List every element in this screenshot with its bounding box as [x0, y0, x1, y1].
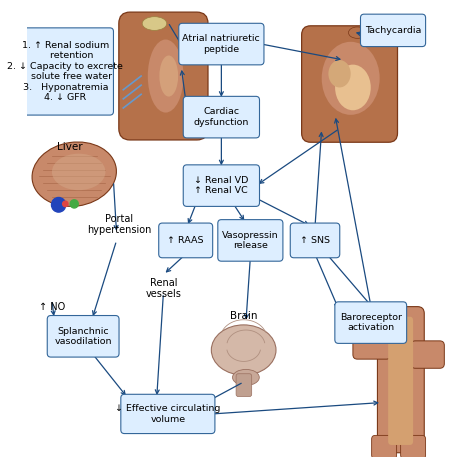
FancyBboxPatch shape	[388, 316, 413, 445]
Ellipse shape	[159, 55, 178, 97]
Text: Liver: Liver	[57, 142, 82, 152]
Ellipse shape	[142, 16, 167, 30]
FancyBboxPatch shape	[361, 14, 426, 47]
Text: Cardiac
dysfunction: Cardiac dysfunction	[194, 108, 249, 127]
Text: Renal
vessels: Renal vessels	[146, 278, 182, 299]
Text: 1. ↑ Renal sodium
    retention
2. ↓ Capacity to excrete
    solute free water
3: 1. ↑ Renal sodium retention 2. ↓ Capacit…	[8, 41, 123, 102]
Text: Tachycardia: Tachycardia	[365, 26, 421, 35]
FancyBboxPatch shape	[301, 26, 398, 142]
FancyBboxPatch shape	[377, 306, 424, 453]
Ellipse shape	[148, 39, 183, 113]
FancyBboxPatch shape	[411, 341, 444, 368]
Text: Brain: Brain	[230, 311, 257, 321]
Ellipse shape	[211, 325, 276, 375]
Text: Atrial natriuretic
peptide: Atrial natriuretic peptide	[182, 34, 260, 54]
Ellipse shape	[322, 42, 380, 115]
Circle shape	[63, 201, 68, 207]
FancyBboxPatch shape	[401, 436, 426, 458]
FancyBboxPatch shape	[372, 436, 397, 458]
Text: ↓ Effective circulating
volume: ↓ Effective circulating volume	[115, 404, 220, 424]
Ellipse shape	[328, 60, 351, 87]
FancyBboxPatch shape	[218, 220, 283, 261]
Text: Splanchnic
vasodilation: Splanchnic vasodilation	[55, 327, 112, 346]
Text: Vasopressin
release: Vasopressin release	[222, 231, 279, 250]
Circle shape	[52, 197, 66, 212]
FancyBboxPatch shape	[17, 28, 113, 115]
Text: ↑ SNS: ↑ SNS	[300, 236, 330, 245]
Text: Baroreceptor
activation: Baroreceptor activation	[340, 313, 402, 333]
FancyBboxPatch shape	[290, 223, 340, 258]
FancyBboxPatch shape	[335, 302, 407, 344]
FancyBboxPatch shape	[47, 316, 119, 357]
FancyBboxPatch shape	[119, 12, 208, 140]
FancyBboxPatch shape	[236, 374, 252, 397]
Ellipse shape	[233, 370, 259, 385]
Ellipse shape	[32, 142, 117, 207]
FancyBboxPatch shape	[159, 223, 213, 258]
Circle shape	[70, 200, 78, 208]
Ellipse shape	[52, 154, 105, 190]
FancyBboxPatch shape	[183, 96, 259, 138]
Ellipse shape	[348, 27, 366, 38]
Text: Portal
hypertension: Portal hypertension	[87, 213, 151, 235]
FancyBboxPatch shape	[183, 165, 259, 207]
Text: ↑ RAAS: ↑ RAAS	[167, 236, 204, 245]
Text: ↑ NO: ↑ NO	[39, 302, 65, 311]
Text: ↓ Renal VD
↑ Renal VC: ↓ Renal VD ↑ Renal VC	[194, 176, 248, 195]
FancyBboxPatch shape	[179, 23, 264, 65]
Ellipse shape	[335, 65, 371, 110]
FancyBboxPatch shape	[121, 394, 215, 434]
FancyBboxPatch shape	[353, 332, 391, 359]
